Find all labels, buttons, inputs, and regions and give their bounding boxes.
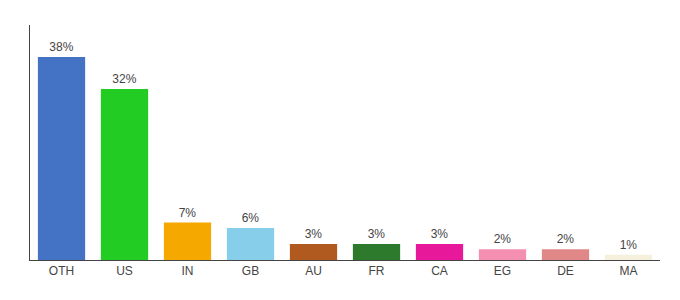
- svg-text:US: US: [116, 264, 133, 278]
- svg-text:1%: 1%: [620, 238, 638, 252]
- svg-text:IN: IN: [182, 264, 194, 278]
- svg-text:DE: DE: [557, 264, 574, 278]
- svg-text:GB: GB: [242, 264, 259, 278]
- svg-text:2%: 2%: [557, 232, 575, 246]
- svg-text:32%: 32%: [112, 72, 136, 86]
- svg-text:FR: FR: [369, 264, 385, 278]
- svg-text:38%: 38%: [49, 40, 73, 54]
- svg-text:7%: 7%: [179, 206, 197, 220]
- svg-text:AU: AU: [305, 264, 322, 278]
- svg-text:MA: MA: [620, 264, 638, 278]
- svg-text:OTH: OTH: [49, 264, 74, 278]
- svg-text:2%: 2%: [494, 232, 512, 246]
- svg-text:CA: CA: [431, 264, 448, 278]
- svg-text:EG: EG: [494, 264, 511, 278]
- svg-text:6%: 6%: [242, 211, 260, 225]
- svg-text:3%: 3%: [431, 227, 449, 241]
- svg-text:3%: 3%: [305, 227, 323, 241]
- svg-text:3%: 3%: [368, 227, 386, 241]
